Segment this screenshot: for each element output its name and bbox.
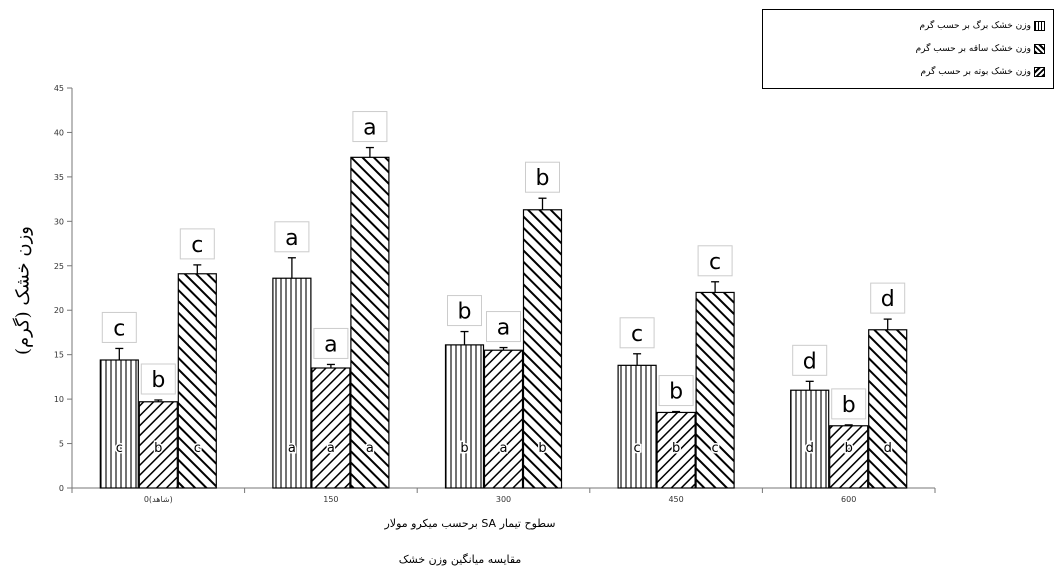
significance-letter: d <box>881 287 895 312</box>
legend-swatch-leaf <box>1034 21 1045 31</box>
letter-box <box>352 111 388 143</box>
letter-box <box>101 311 137 343</box>
significance-letter: a <box>324 332 337 357</box>
legend-item-leaf: وزن خشک برگ بر حسب گرم <box>919 17 1045 35</box>
bar-inner-letter: a <box>327 441 335 456</box>
y-axis-title: وزن خشک (گرم) <box>12 225 34 356</box>
y-tick-label: 25 <box>54 262 64 271</box>
bar-inner-letter: b <box>672 441 680 456</box>
bar-leaf <box>444 344 485 489</box>
significance-letter: a <box>285 226 298 251</box>
bar-stem <box>829 425 869 489</box>
x-axis-title: سطوح تیمار SA برحسب میکرو مولار <box>384 517 556 530</box>
bar-leaf <box>272 277 312 489</box>
bar-inner-letter: b <box>538 441 546 456</box>
legend: وزن خشک برگ بر حسب گرم وزن خشک ساقه بر ح… <box>762 9 1054 89</box>
legend-label-stem: وزن خشک ساقه بر حسب گرم <box>915 44 1031 54</box>
y-tick-label: 10 <box>54 395 64 404</box>
significance-letter: a <box>497 316 510 341</box>
x-tick-label: 300 <box>496 495 511 504</box>
bar-plant <box>695 291 735 489</box>
bar-inner-letter: d <box>806 441 814 456</box>
significance-letter: c <box>191 233 203 258</box>
bar-leaf <box>99 359 139 489</box>
chart-subtitle: مقایسه میانگین وزن خشک <box>398 553 522 566</box>
letter-box <box>870 282 906 314</box>
letter-box <box>486 311 521 343</box>
letter-box <box>313 327 349 359</box>
bar-inner-letter: d <box>884 441 892 456</box>
significance-letter: b <box>842 393 856 418</box>
bar-inner-letter: b <box>154 441 162 456</box>
legend-label-leaf: وزن خشک برگ بر حسب گرم <box>919 21 1031 31</box>
x-tick-label: 0(شاهد) <box>144 495 173 504</box>
y-tick-label: 30 <box>54 217 64 226</box>
y-tick-label: 40 <box>54 128 64 137</box>
significance-letter: b <box>458 300 472 325</box>
bar-plant <box>177 273 217 489</box>
bar-plant <box>868 329 908 489</box>
bar-inner-letter: a <box>500 441 508 456</box>
bar-stem <box>311 367 351 489</box>
legend-swatch-plant <box>1034 67 1045 77</box>
bar-inner-letter: c <box>116 441 123 456</box>
bar-leaf <box>790 389 830 489</box>
significance-letter: a <box>363 116 376 141</box>
bar-inner-letter: c <box>194 441 201 456</box>
significance-letter: b <box>536 166 550 191</box>
bar-inner-letter: b <box>460 441 468 456</box>
bar-inner-letter: c <box>634 441 641 456</box>
significance-letter: c <box>113 316 125 341</box>
letter-box <box>525 161 560 193</box>
letter-box <box>140 363 176 395</box>
significance-letter: c <box>709 250 721 275</box>
significance-letter: b <box>151 368 165 393</box>
letter-box <box>831 388 867 420</box>
letter-box <box>274 221 310 253</box>
bar-inner-letter: b <box>845 441 853 456</box>
letter-box <box>619 317 655 349</box>
y-tick-label: 0 <box>59 484 64 493</box>
letter-box <box>179 228 215 260</box>
y-tick-label: 45 <box>54 84 64 93</box>
y-tick-label: 5 <box>59 440 64 449</box>
significance-letter: c <box>631 322 643 347</box>
bar-plant <box>350 156 390 489</box>
x-tick-label: 600 <box>841 495 856 504</box>
x-tick-label: 450 <box>668 495 683 504</box>
letter-box <box>658 375 694 407</box>
y-tick-label: 20 <box>54 306 64 315</box>
x-tick-label: 150 <box>323 495 338 504</box>
significance-letter: d <box>803 349 817 374</box>
bar-stem <box>656 411 696 489</box>
significance-letter: b <box>669 380 683 405</box>
legend-item-stem: وزن خشک ساقه بر حسب گرم <box>916 40 1045 58</box>
letter-box <box>792 344 828 376</box>
letter-box <box>697 245 733 277</box>
legend-item-plant: وزن خشک بوته بر حسب گرم <box>921 63 1045 81</box>
bar-leaf <box>617 364 657 489</box>
bar-inner-letter: a <box>288 441 296 456</box>
legend-swatch-stem <box>1034 44 1045 54</box>
y-tick-label: 15 <box>54 351 64 360</box>
bar-inner-letter: a <box>366 441 374 456</box>
bar-plant <box>522 209 563 489</box>
letter-box <box>447 295 482 327</box>
y-tick-label: 35 <box>54 173 64 182</box>
legend-label-plant: وزن خشک بوته بر حسب گرم <box>920 67 1031 77</box>
bar-inner-letter: c <box>712 441 719 456</box>
bar-stem <box>483 349 524 489</box>
